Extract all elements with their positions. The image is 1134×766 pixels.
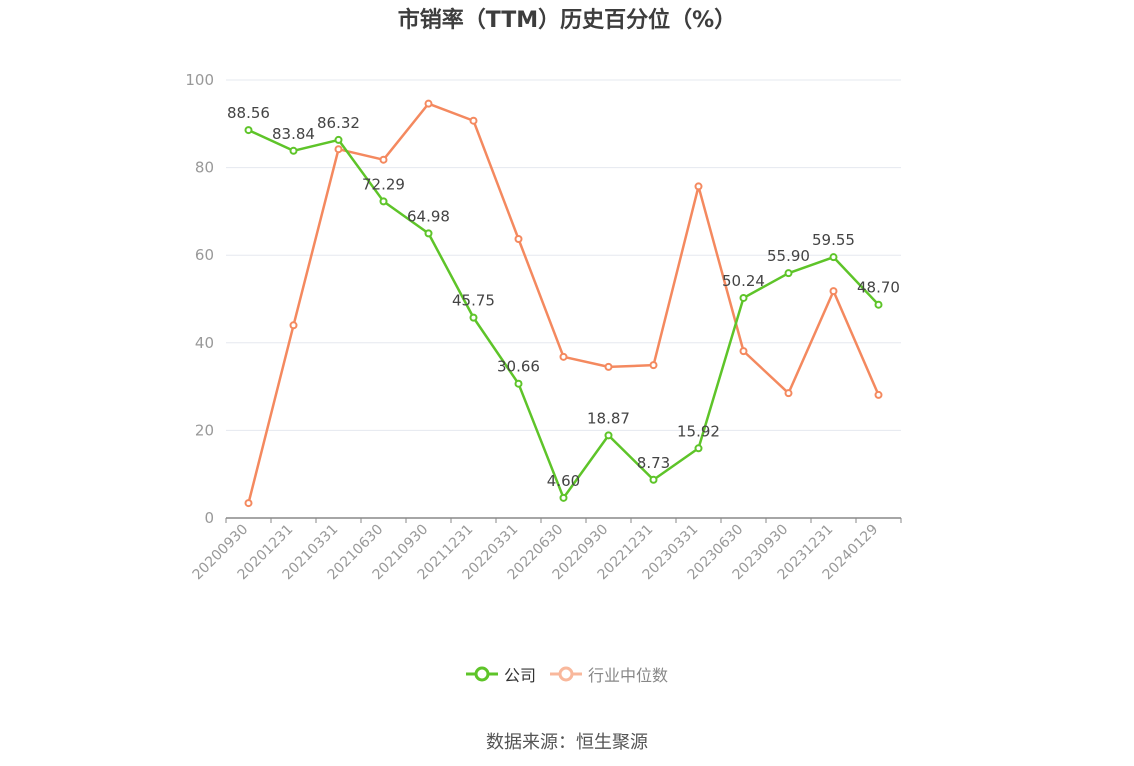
series-line-company [247, 128, 880, 500]
data-label: 30.66 [497, 358, 540, 376]
data-point-industry [514, 234, 523, 243]
data-label: 18.87 [587, 409, 630, 427]
y-tick-label: 0 [204, 509, 214, 527]
legend-company-marker [474, 666, 490, 682]
data-point-company [424, 229, 433, 238]
y-tick-label: 80 [195, 159, 214, 177]
legend-company-swatch-icon [465, 666, 498, 682]
data-point-industry [739, 347, 748, 356]
data-label: 88.56 [227, 104, 270, 122]
data-point-industry [244, 499, 253, 508]
data-point-industry [334, 145, 343, 154]
data-point-industry [829, 287, 838, 296]
data-point-industry [379, 155, 388, 164]
data-point-industry [874, 390, 883, 399]
data-point-company [379, 197, 388, 206]
data-label: 72.29 [362, 175, 405, 193]
data-label: 55.90 [767, 247, 810, 265]
y-tick-label: 20 [195, 421, 214, 439]
legend-industry-marker [558, 666, 574, 682]
data-point-company [649, 475, 658, 484]
data-point-company [694, 444, 703, 453]
data-label: 50.24 [722, 272, 765, 290]
data-point-industry [604, 362, 613, 371]
data-point-company [334, 135, 343, 144]
data-label: 83.84 [272, 125, 315, 143]
data-label: 59.55 [812, 231, 855, 249]
data-point-industry [559, 352, 568, 361]
data-label: 4.60 [547, 472, 580, 490]
y-tick-label: 60 [195, 246, 214, 264]
data-point-industry [649, 361, 658, 370]
data-point-industry [784, 389, 793, 398]
source-note: 数据来源：恒生聚源 [486, 732, 648, 753]
data-label: 15.92 [677, 422, 720, 440]
data-label: 45.75 [452, 292, 495, 310]
legend-industry-label: 行业中位数 [588, 666, 669, 685]
series-line-industry [247, 102, 880, 504]
data-point-industry [694, 182, 703, 191]
data-point-company [244, 126, 253, 135]
data-label: 8.73 [637, 454, 670, 472]
data-point-company [289, 146, 298, 155]
legend-company-label: 公司 [503, 666, 536, 685]
data-label: 48.70 [857, 279, 900, 297]
data-point-industry [289, 321, 298, 330]
legend-industry-swatch-icon [550, 666, 582, 682]
data-point-company [874, 300, 883, 309]
legend-item-industry[interactable]: 行业中位数 [550, 662, 668, 686]
data-point-company [469, 313, 478, 322]
chart-title: 市销率（TTM）历史百分位（%） [397, 8, 737, 33]
data-label: 86.32 [317, 114, 360, 132]
legend-item-company[interactable]: 公司 [465, 662, 536, 686]
data-point-industry [424, 99, 433, 108]
series-lines [244, 99, 883, 508]
data-point-industry [469, 116, 478, 125]
data-point-company [559, 493, 568, 502]
data-point-company [604, 431, 613, 440]
data-point-company [739, 293, 748, 302]
legend: 公司 行业中位数 [0, 662, 1134, 686]
y-tick-label: 40 [195, 334, 214, 352]
data-label: 64.98 [407, 207, 450, 225]
data-point-company [829, 253, 838, 262]
data-point-company [784, 269, 793, 278]
y-tick-label: 100 [185, 71, 214, 89]
grid-lines [226, 79, 901, 431]
data-point-company [514, 379, 523, 388]
